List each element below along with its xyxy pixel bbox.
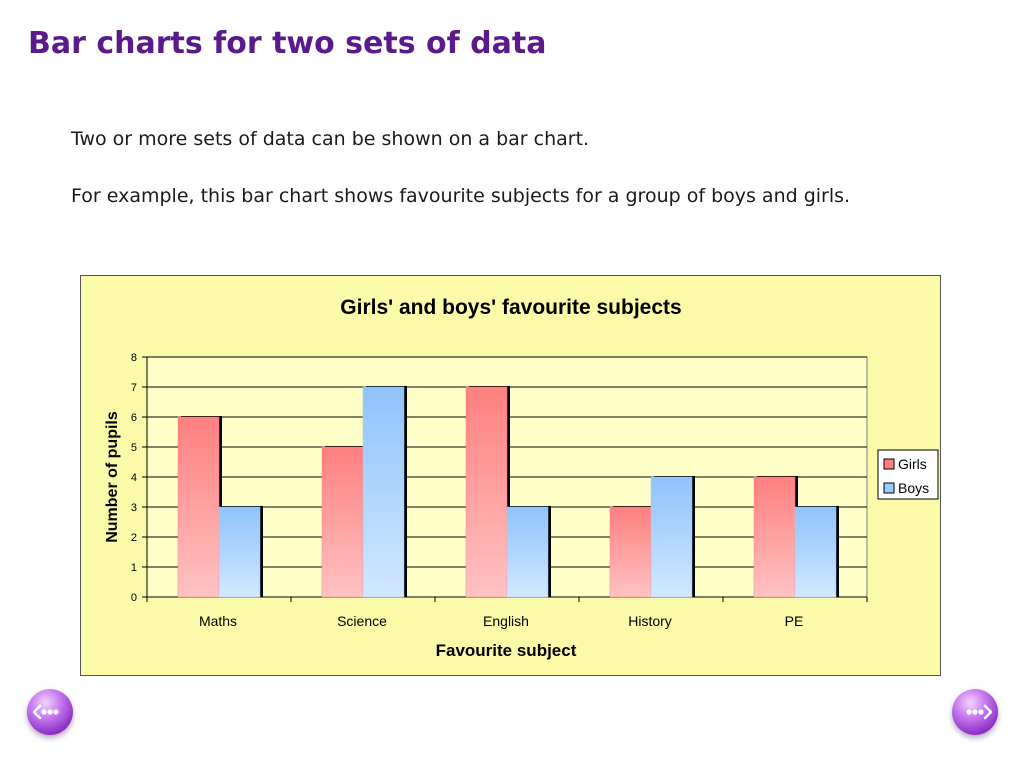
y-tick-label: 6 xyxy=(131,412,137,424)
legend-swatch-boys xyxy=(883,482,895,494)
y-tick-label: 3 xyxy=(131,502,137,514)
bar-boys-history xyxy=(650,476,693,598)
bar-chart-svg: Girls' and boys' favourite subjects 0 1 2 3… xyxy=(104,296,939,660)
next-slide-button[interactable] xyxy=(952,689,998,735)
bar-boys-english xyxy=(506,506,549,598)
legend-label-girls: Girls xyxy=(898,456,927,472)
y-tick-label: 2 xyxy=(131,532,137,544)
y-tick-label: 0 xyxy=(131,592,137,604)
right-arrow-icon xyxy=(966,704,993,720)
x-tick-label: English xyxy=(483,613,529,629)
slide-title: Bar charts for two sets of data xyxy=(28,26,547,61)
bar-girls-english xyxy=(465,386,508,598)
y-tick-label: 8 xyxy=(131,352,137,364)
x-axis-label: Favourite subject xyxy=(436,641,577,660)
x-tick-label: PE xyxy=(785,613,804,629)
legend-swatch-girls xyxy=(883,458,895,470)
bar-boys-science xyxy=(362,386,405,598)
bar-boys-maths xyxy=(218,506,261,598)
y-tick-label: 7 xyxy=(131,382,137,394)
bar-girls-science xyxy=(321,446,364,598)
previous-slide-button[interactable] xyxy=(27,689,73,735)
chart-title: Girls' and boys' favourite subjects xyxy=(340,296,681,319)
example-paragraph: For example, this bar chart shows favour… xyxy=(71,185,851,207)
y-tick-label: 1 xyxy=(131,562,137,574)
left-arrow-icon xyxy=(32,704,59,720)
bar-boys-pe xyxy=(794,506,837,598)
bar-chart: Girls' and boys' favourite subjects 0 1 2 3… xyxy=(80,275,941,676)
y-axis-label: Number of pupils xyxy=(104,411,121,543)
y-tick-label: 4 xyxy=(131,472,137,484)
y-tick-label: 5 xyxy=(131,442,137,454)
legend-label-boys: Boys xyxy=(898,480,929,496)
x-tick-label: Science xyxy=(337,613,387,629)
intro-paragraph: Two or more sets of data can be shown on… xyxy=(71,128,590,150)
x-tick-label: History xyxy=(628,613,672,629)
x-tick-label: Maths xyxy=(199,613,237,629)
bar-girls-pe xyxy=(753,476,796,598)
bar-girls-maths xyxy=(177,416,220,598)
chart-legend: Girls Boys xyxy=(877,449,939,500)
bar-girls-history xyxy=(609,506,652,598)
